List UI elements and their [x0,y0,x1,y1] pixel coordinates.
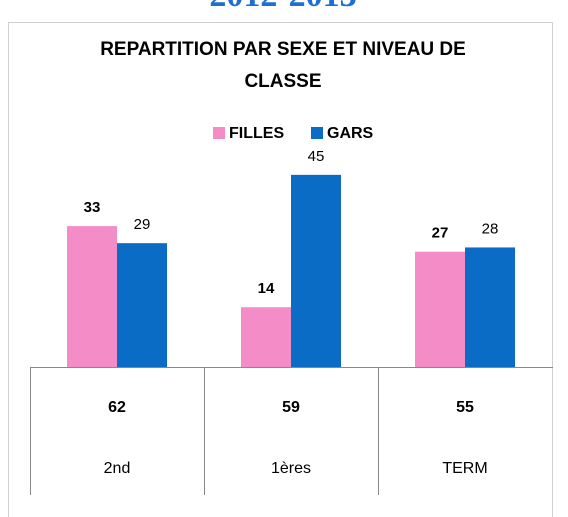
legend-swatch [213,127,225,139]
total-label: 62 [108,399,126,416]
chart-title: REPARTITION PAR SEXE ET NIVEAU DE [100,39,466,60]
bar [291,174,341,367]
legend-swatch [311,127,323,139]
category-label: TERM [442,460,487,477]
data-label: 45 [308,148,325,165]
bar [465,247,515,367]
data-label: 28 [482,220,499,237]
total-label: 59 [282,399,300,416]
category-label: 1ères [271,460,311,477]
total-label: 55 [456,399,474,416]
legend-label: FILLES [229,125,284,142]
bar [67,226,117,367]
data-label: 29 [134,216,151,233]
chart-border [8,22,553,517]
header-title: 2012-2013 [209,0,356,14]
data-label: 14 [258,280,275,297]
data-label: 33 [84,199,101,216]
data-label: 27 [432,225,449,242]
bar [241,307,291,367]
legend-label: GARS [327,125,374,142]
bar [117,243,167,367]
chart-title: CLASSE [244,71,321,92]
bar [415,251,465,367]
category-label: 2nd [104,460,131,477]
table-lines [30,367,553,495]
